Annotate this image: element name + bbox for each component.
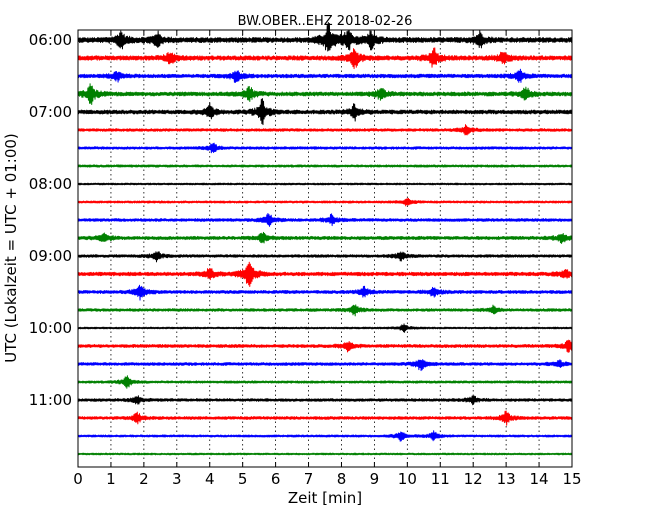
y-tick-label: 06:00: [29, 31, 72, 49]
seismogram-trace: [77, 410, 573, 426]
seismogram-trace: [77, 22, 573, 52]
seismogram-trace: [77, 452, 573, 456]
seismogram-trace: [77, 124, 573, 136]
seismogram-trace: [77, 164, 573, 168]
seismogram-trace: [77, 142, 573, 154]
x-tick-label: 9: [370, 470, 380, 488]
x-tick-label: 2: [139, 470, 149, 488]
chart-title: BW.OBER..EHZ 2018-02-26: [238, 14, 413, 29]
x-axis-label: Zeit [min]: [288, 489, 362, 507]
x-tick-label: 15: [562, 470, 581, 488]
x-tick-label: 14: [530, 470, 549, 488]
seismogram-trace: [77, 430, 573, 442]
x-tick-label: 0: [73, 470, 83, 488]
seismogram-trace: [77, 231, 573, 244]
x-tick-label: 10: [398, 470, 417, 488]
seismogram-trace: [77, 182, 573, 186]
y-axis-ticks: 06:00 07:00 08:00 09:00 10:00 11:00: [29, 31, 572, 409]
x-tick-label: 7: [304, 470, 314, 488]
seismogram-trace: [77, 47, 573, 70]
seismogram-trace: [77, 304, 573, 317]
x-tick-label: 4: [205, 470, 215, 488]
y-axis-label: UTC (Lokalzeit = UTC + 01:00): [2, 133, 20, 363]
y-tick-label: 07:00: [29, 103, 72, 121]
y-tick-label: 08:00: [29, 175, 72, 193]
x-tick-label: 1: [106, 470, 116, 488]
y-tick-label: 11:00: [29, 391, 72, 409]
x-tick-label: 5: [238, 470, 248, 488]
seismogram-trace: [77, 359, 573, 372]
seismogram-trace: [77, 284, 573, 301]
y-tick-label: 10:00: [29, 319, 72, 337]
x-tick-label: 3: [172, 470, 182, 488]
seismogram-trace: [77, 197, 573, 207]
x-tick-label: 13: [497, 470, 516, 488]
x-axis-ticks: 0 1 2 3 4 5 6 7 8 9 10 11 12 13 14 15: [73, 30, 582, 488]
x-tick-label: 11: [431, 470, 450, 488]
seismogram-trace: [77, 68, 573, 83]
plot-frame: [77, 29, 573, 468]
seismogram-trace: [77, 251, 573, 263]
seismogram-trace: [77, 323, 573, 333]
seismogram-trace: [77, 212, 573, 227]
x-tick-label: 12: [464, 470, 483, 488]
seismogram-trace: [77, 83, 573, 106]
seismogram-trace: [77, 261, 573, 287]
seismogram-trace: [77, 375, 573, 389]
seismogram-traces: [77, 22, 573, 456]
x-tick-label: 6: [271, 470, 281, 488]
y-tick-label: 09:00: [29, 247, 72, 265]
x-tick-label: 8: [337, 470, 347, 488]
seismogram-trace: [77, 98, 573, 126]
seismogram-trace: [77, 339, 573, 353]
seismogram-trace: [77, 394, 573, 406]
